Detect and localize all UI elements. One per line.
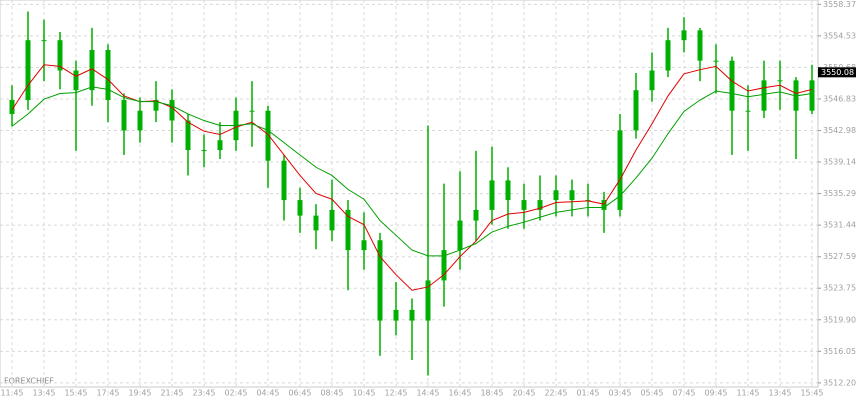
candle-body <box>105 50 111 101</box>
candle-body <box>665 40 671 71</box>
candle-body <box>281 160 287 201</box>
x-tick-label: 15:45 <box>800 389 823 398</box>
y-tick-label: 3554.53 <box>823 31 856 40</box>
x-tick-label: 12:45 <box>384 389 407 398</box>
x-tick-label: 03:45 <box>608 389 631 398</box>
x-tick-label: 01:45 <box>576 389 599 398</box>
y-tick-label: 3535.29 <box>823 189 856 198</box>
x-tick-label: 08:45 <box>320 389 343 398</box>
x-tick-label: 13:45 <box>32 389 55 398</box>
x-tick-label: 19:45 <box>128 389 151 398</box>
candle-body <box>601 200 607 210</box>
x-tick-label: 06:45 <box>288 389 311 398</box>
candle-body <box>377 240 383 321</box>
y-tick-label: 3542.98 <box>823 126 856 135</box>
x-tick-label: 17:45 <box>96 389 119 398</box>
candle-body <box>41 40 47 42</box>
x-tick-label: 07:45 <box>672 389 695 398</box>
candle-body <box>361 240 367 251</box>
candle-body <box>729 60 735 111</box>
candle-body <box>569 190 575 201</box>
candle-body <box>169 100 175 121</box>
x-tick-label: 02:45 <box>224 389 247 398</box>
candle-body <box>201 150 207 152</box>
candle-body <box>137 110 143 131</box>
x-tick-label: 11:45 <box>0 389 23 398</box>
moving-average-line <box>11 86 813 257</box>
x-tick-label: 22:45 <box>544 389 567 398</box>
candle-body <box>313 215 319 231</box>
candle-body <box>265 110 271 161</box>
candle-body <box>697 30 703 61</box>
x-tick-label: 14:45 <box>416 389 439 398</box>
candle-body <box>217 140 223 151</box>
candle-body <box>425 280 431 321</box>
candle-body <box>185 120 191 151</box>
x-tick-label: 15:45 <box>64 389 87 398</box>
candle-body <box>9 100 15 114</box>
x-tick-label: 18:45 <box>480 389 503 398</box>
x-tick-label: 09:45 <box>704 389 727 398</box>
candle-body <box>409 309 415 321</box>
candle-body <box>505 180 511 201</box>
candle-body <box>681 30 687 41</box>
x-tick-label: 11:45 <box>736 389 759 398</box>
candle-body <box>761 80 767 111</box>
candle-body <box>617 130 623 210</box>
candle-body <box>25 40 31 101</box>
y-tick-label: 3539.14 <box>823 158 856 167</box>
candle-body <box>537 200 543 210</box>
candle-body <box>745 110 751 112</box>
candle-body <box>57 40 63 71</box>
candle-body <box>553 190 559 201</box>
candle-body <box>297 200 303 216</box>
y-tick-label: 3558.37 <box>823 0 856 9</box>
y-tick-label: 3516.05 <box>823 347 856 356</box>
x-tick-label: 23:45 <box>192 389 215 398</box>
candle-body <box>489 180 495 210</box>
candle-body <box>329 209 335 231</box>
y-tick-label: 3546.83 <box>823 94 856 103</box>
y-tick-label: 3519.90 <box>823 315 856 324</box>
x-tick-label: 04:45 <box>256 389 279 398</box>
candle-body <box>777 80 783 82</box>
x-tick-label: 21:45 <box>160 389 183 398</box>
candle-body <box>649 70 655 91</box>
candle-body <box>73 70 79 91</box>
last-price-box <box>818 67 856 78</box>
candle-body <box>457 220 463 251</box>
candle-body <box>345 209 351 251</box>
candle-body <box>393 309 399 321</box>
candle-body <box>809 80 815 111</box>
x-tick-label: 13:45 <box>768 389 791 398</box>
candle-body <box>441 250 447 281</box>
candle-body <box>121 100 127 131</box>
y-tick-label: 3523.75 <box>823 284 856 293</box>
last-price-label: 3550.08 <box>821 68 854 77</box>
x-tick-label: 20:45 <box>512 389 535 398</box>
candle-body <box>153 100 159 111</box>
y-tick-label: 3527.59 <box>823 252 856 261</box>
y-tick-label: 3531.44 <box>823 221 856 230</box>
candle-body <box>521 200 527 210</box>
x-tick-label: 16:45 <box>448 389 471 398</box>
x-tick-label: 05:45 <box>640 389 663 398</box>
candle-body <box>473 209 479 221</box>
candle-body <box>249 110 255 112</box>
candle-body <box>89 50 95 91</box>
y-tick-label: 3512.20 <box>823 378 856 387</box>
candle-body <box>713 60 719 62</box>
x-tick-label: 10:45 <box>352 389 375 398</box>
candle-body <box>633 90 639 131</box>
watermark: FOREXCHIEF <box>4 377 54 386</box>
